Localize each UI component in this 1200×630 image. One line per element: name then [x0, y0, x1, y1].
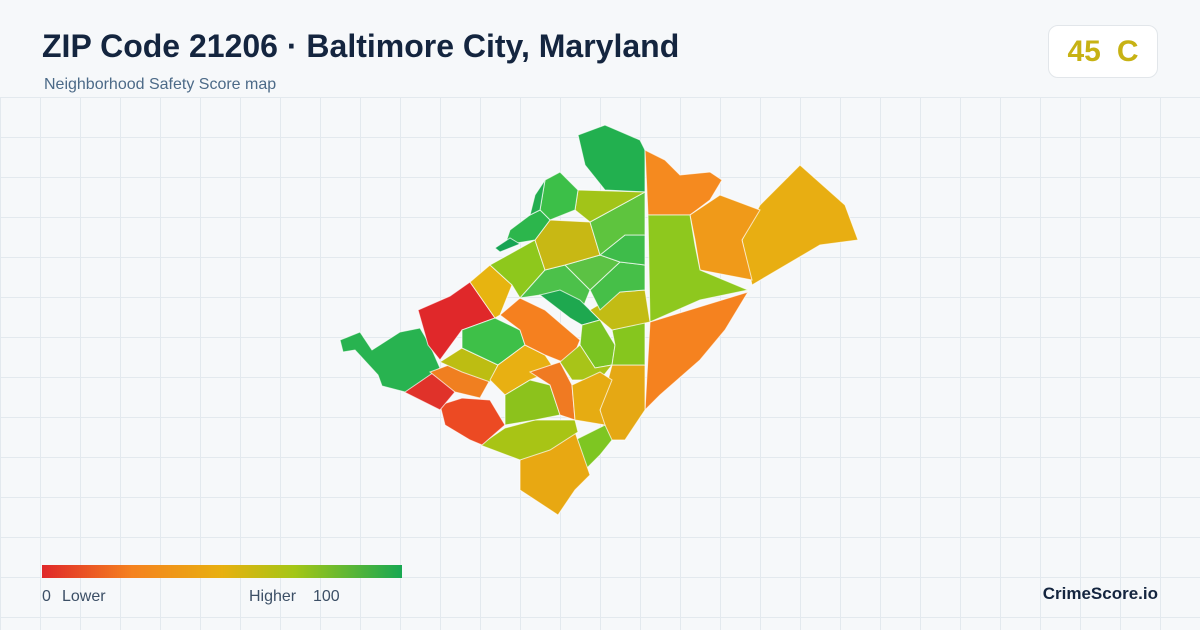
neighborhood — [741, 164, 859, 286]
legend-max-label: Higher — [249, 588, 297, 605]
neighborhood — [478, 419, 579, 461]
score-value: 45 — [1067, 34, 1101, 68]
title: ZIP Code 21206 · Baltimore City, Marylan… — [42, 28, 680, 64]
neighborhoods — [339, 124, 859, 516]
neighborhood — [689, 194, 761, 281]
neighborhood — [494, 237, 522, 253]
neighborhood — [647, 214, 750, 323]
legend-max: 100 — [313, 588, 340, 605]
legend-gradient — [42, 565, 402, 578]
neighborhood — [571, 371, 613, 426]
legend-min-label: Lower — [62, 588, 106, 605]
neighborhood — [469, 264, 513, 319]
score-badge: 45 C — [1048, 25, 1158, 78]
subtitle: Neighborhood Safety Score map — [44, 76, 277, 93]
neighborhood — [439, 397, 506, 446]
brand: CrimeScore.io — [1042, 584, 1158, 603]
neighborhood — [577, 124, 646, 193]
neighborhood — [529, 179, 546, 216]
neighborhood — [539, 171, 579, 221]
legend-min: 0 — [42, 588, 51, 605]
score-grade: C — [1116, 34, 1139, 68]
